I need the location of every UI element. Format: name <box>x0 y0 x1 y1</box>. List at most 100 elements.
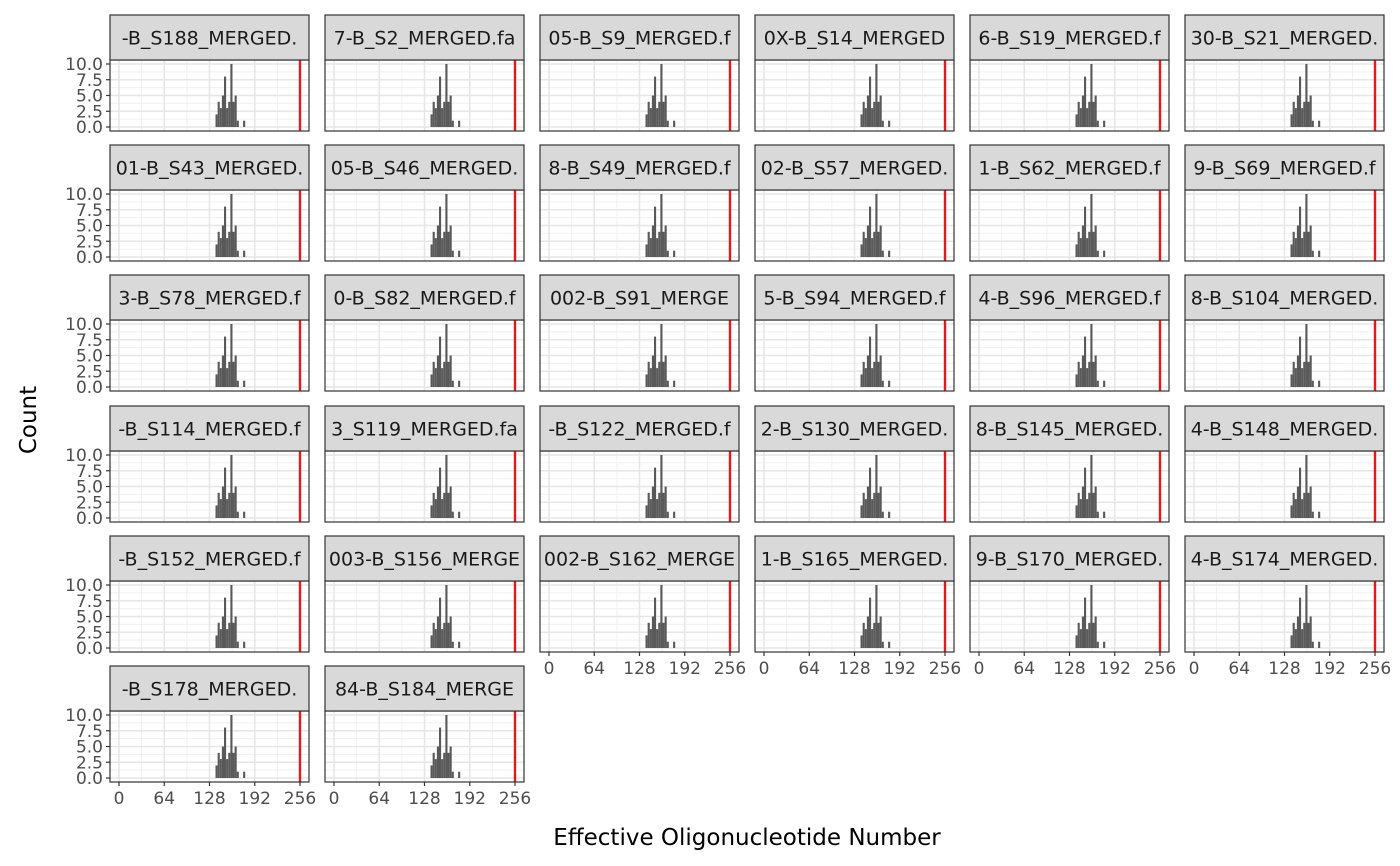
histogram-bar <box>223 206 227 257</box>
histogram-bar <box>243 380 246 387</box>
facet-strip <box>324 14 525 61</box>
histogram-bar <box>888 120 891 127</box>
x-tick-label: 0 <box>759 659 770 679</box>
histogram-bar <box>658 361 661 387</box>
histogram-bar <box>1090 324 1093 387</box>
histogram-bar <box>228 101 231 127</box>
histogram-bar <box>1294 238 1297 257</box>
histogram-bar <box>1103 511 1106 518</box>
histogram-bar <box>223 336 227 387</box>
histogram-bar <box>664 355 667 387</box>
x-tick-label: 256 <box>499 789 531 809</box>
histogram-bar <box>1296 95 1299 127</box>
histogram-bar <box>221 486 224 518</box>
histogram-bar <box>1305 585 1308 648</box>
histogram-bar <box>1096 511 1099 518</box>
histogram-bar <box>223 597 227 648</box>
histogram-bar <box>871 629 874 648</box>
histogram-bar <box>430 114 433 127</box>
histogram-bar <box>1290 374 1293 387</box>
y-axis-title: Count <box>16 386 42 454</box>
histogram-bar <box>458 380 461 387</box>
histogram-bar <box>1079 368 1082 387</box>
facet-strip-label: -B_S122_MERGED.f <box>548 419 732 441</box>
facet-strip <box>109 144 310 191</box>
facet-strip <box>969 144 1170 191</box>
y-tick-label: 0.0 <box>76 769 103 789</box>
histogram-bar <box>434 759 437 778</box>
histogram-bar <box>651 95 654 127</box>
histogram-bar <box>458 250 461 257</box>
histogram-bar <box>434 108 437 127</box>
histogram-bar <box>879 616 882 648</box>
facet-panel: 1-B_S62_MERGED.f <box>969 144 1170 262</box>
histogram-bar <box>1096 250 1099 257</box>
histogram-bar <box>230 194 233 257</box>
histogram-bar <box>447 361 450 387</box>
histogram-bar <box>438 76 442 127</box>
facet-panel: 9-B_S69_MERGED.f <box>1184 144 1385 262</box>
histogram-bar <box>662 622 665 648</box>
histogram-bar <box>219 368 222 387</box>
histogram-bar <box>881 380 884 387</box>
facet-strip <box>1184 274 1385 321</box>
x-tick-label: 256 <box>1144 659 1176 679</box>
histogram-bar <box>432 231 435 257</box>
histogram-bar <box>1296 225 1299 257</box>
histogram-bar <box>1309 95 1312 127</box>
facet-panel: 0X-B_S14_MERGED <box>754 14 955 132</box>
x-tick-label: 0 <box>329 789 340 809</box>
histogram-bar <box>868 597 872 648</box>
histogram-bar <box>662 361 665 387</box>
facet-strip <box>109 14 310 61</box>
histogram-bar <box>1088 361 1091 387</box>
histogram-bar <box>866 95 869 127</box>
histogram-bar <box>232 101 235 127</box>
histogram-bar <box>864 238 867 257</box>
facet-panel: 7-B_S2_MERGED.fa <box>324 14 525 132</box>
facet-strip <box>539 274 740 321</box>
histogram-bar <box>234 616 237 648</box>
histogram-bar <box>664 616 667 648</box>
histogram-bar <box>877 622 880 648</box>
y-tick-label: 7.5 <box>76 722 103 742</box>
facet-strip-label: 05-B_S9_MERGED.f <box>548 28 732 50</box>
histogram-bar <box>236 641 239 648</box>
histogram-bar <box>436 95 439 127</box>
y-tick-label: 2.5 <box>76 102 103 122</box>
histogram-bar <box>443 361 446 387</box>
histogram-bar <box>868 76 872 127</box>
facet-strip-label: 3_S119_MERGED.fa <box>331 419 518 441</box>
histogram-bar <box>658 101 661 127</box>
facet-panel: 4-B_S148_MERGED. <box>1184 405 1385 523</box>
histogram-bar <box>1309 355 1312 387</box>
x-tick-label: 192 <box>239 789 271 809</box>
x-tick-label: 0 <box>974 659 985 679</box>
histogram-bar <box>1303 101 1306 127</box>
x-axis-title: Effective Oligonucleotide Number <box>553 825 941 851</box>
histogram-bar <box>438 467 442 518</box>
histogram-bar <box>1318 120 1321 127</box>
histogram-bar <box>445 585 448 648</box>
histogram-bar <box>226 238 229 257</box>
histogram-bar <box>1292 622 1295 648</box>
x-tick-label: 256 <box>929 659 961 679</box>
histogram-bar <box>1311 120 1314 127</box>
x-tick-label: 64 <box>583 659 605 679</box>
histogram-bar <box>888 641 891 648</box>
histogram-bar <box>875 324 878 387</box>
histogram-bar <box>1301 108 1304 127</box>
facet-strip <box>1184 405 1385 452</box>
histogram-bar <box>458 511 461 518</box>
histogram-bar <box>458 120 461 127</box>
histogram-bar <box>1092 361 1095 387</box>
y-tick-label: 0.0 <box>76 118 103 138</box>
histogram-bar <box>1294 108 1297 127</box>
histogram-bar <box>1090 64 1093 127</box>
histogram-bar <box>873 101 876 127</box>
histogram-bar <box>1301 499 1304 518</box>
histogram-bar <box>1092 231 1095 257</box>
histogram-bar <box>860 244 863 257</box>
histogram-bar <box>1307 231 1310 257</box>
histogram-bar <box>1290 505 1293 518</box>
